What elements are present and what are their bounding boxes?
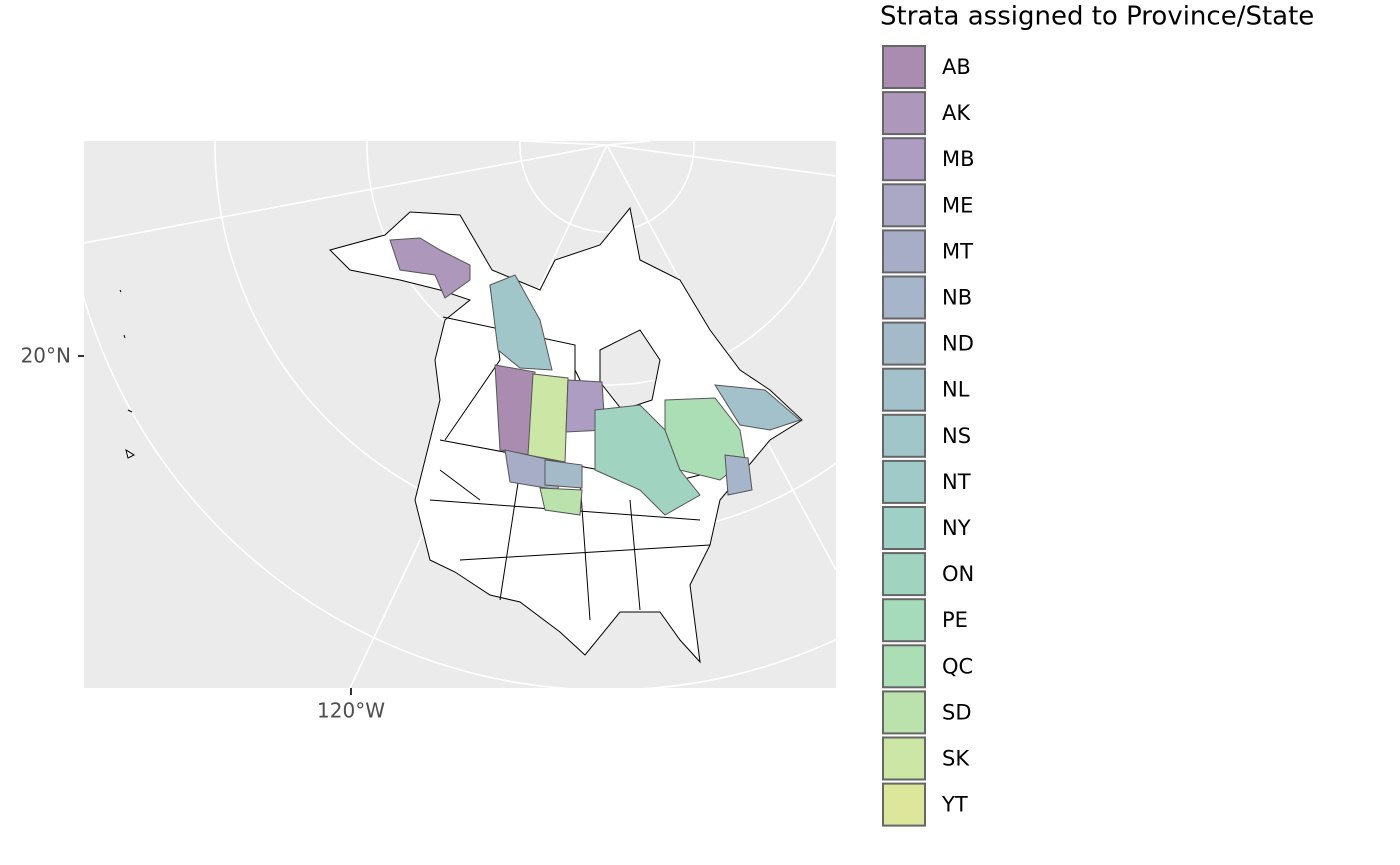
- legend-label: QC: [942, 654, 973, 678]
- legend-label: YT: [941, 793, 968, 817]
- x-axis-label: 120°W: [317, 699, 385, 723]
- legend-label: NT: [942, 470, 971, 494]
- legend-key: [882, 321, 926, 366]
- legend-key: [882, 413, 926, 458]
- stratum-region: [594, 404, 701, 516]
- legend-key: [882, 229, 926, 274]
- legend: AB AK MB ME MT NB ND NL NS NT NY ON PE QC SD SK YT: [882, 45, 975, 827]
- legend-label: NL: [942, 378, 970, 402]
- legend-label: ND: [942, 332, 974, 356]
- legend-key: [882, 782, 926, 827]
- stratum-region: [539, 487, 583, 516]
- stratum-region: [724, 454, 753, 496]
- legend-label: ME: [942, 193, 973, 217]
- legend-key: [882, 183, 926, 228]
- legend-label: SK: [942, 747, 970, 771]
- legend-key: [882, 459, 926, 504]
- legend-title: Strata assigned to Province/State: [880, 2, 1314, 32]
- legend-label: NY: [942, 516, 971, 540]
- legend-label: PE: [942, 608, 968, 632]
- stratum-region: [389, 237, 471, 299]
- strata-regions: [389, 237, 801, 516]
- stratum-region: [544, 459, 583, 489]
- legend-key: [882, 367, 926, 412]
- legend-label: SD: [942, 700, 972, 724]
- legend-key: [882, 137, 926, 182]
- legend-key: [882, 736, 926, 781]
- legend-label: MB: [942, 147, 975, 171]
- y-axis-label: 20°N: [21, 344, 71, 368]
- stratum-region: [527, 373, 569, 463]
- legend-label: ON: [942, 562, 974, 586]
- stratum-region: [714, 384, 801, 431]
- legend-key: [882, 690, 926, 735]
- legend-label: MT: [942, 239, 973, 263]
- legend-key: [882, 91, 926, 136]
- legend-key: [882, 644, 926, 689]
- legend-label: AB: [942, 55, 971, 79]
- legend-key: [882, 552, 926, 597]
- stratum-region: [489, 274, 553, 371]
- legend-label: NS: [942, 424, 971, 448]
- legend-key: [882, 598, 926, 643]
- legend-key: [882, 506, 926, 550]
- legend-key: [882, 275, 926, 320]
- legend-label: AK: [942, 101, 971, 125]
- legend-label: NB: [942, 286, 972, 310]
- legend-key: [882, 45, 926, 89]
